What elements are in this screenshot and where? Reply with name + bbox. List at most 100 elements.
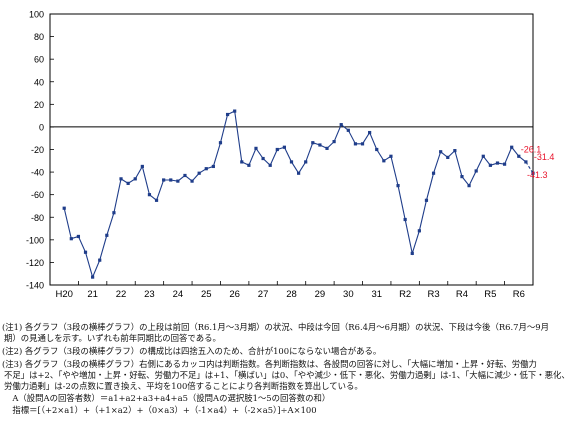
data-point (495, 161, 500, 165)
data-point (197, 171, 201, 175)
data-point (318, 143, 322, 147)
note-1-line-2: 期）の見通しを示す。いずれも前年同期比の回答である。 (4, 333, 221, 343)
y-tick-label: -20 (31, 145, 44, 155)
data-point (460, 175, 464, 179)
data-point (417, 229, 421, 233)
data-point (140, 164, 144, 169)
data-point (83, 250, 88, 254)
x-tick-label: R6 (513, 289, 525, 300)
data-point (261, 156, 265, 161)
data-label: -31.4 (534, 152, 555, 162)
data-label: -26.1 (521, 144, 542, 154)
x-tick-label: H20 (55, 289, 72, 300)
y-tick-label: -80 (31, 213, 44, 223)
data-point (240, 160, 244, 164)
y-tick-label: 60 (34, 55, 44, 65)
data-point (169, 178, 173, 182)
data-point (204, 167, 208, 171)
data-point (332, 139, 336, 144)
data-point (389, 154, 393, 158)
data-point (325, 146, 329, 150)
x-tick-label: 21 (87, 289, 98, 300)
data-point (254, 146, 258, 150)
y-tick-label: 100 (29, 10, 44, 20)
data-point (62, 206, 66, 210)
data-point (353, 142, 358, 146)
data-point (510, 145, 514, 149)
data-point (502, 162, 507, 166)
x-tick-label: 24 (173, 289, 184, 300)
x-tick-label: 27 (258, 289, 269, 300)
data-point (105, 233, 109, 237)
y-tick-label: 40 (34, 77, 44, 87)
data-point (218, 141, 223, 145)
note-3-line-1: (注3) 各グラフ（3段の横棒グラフ）右側にあるカッコ内は判断指数。各判断指数は… (2, 359, 537, 369)
plot-frame (49, 13, 534, 286)
data-point (311, 141, 315, 145)
data-point (76, 234, 81, 239)
x-tick-label: R2 (399, 289, 411, 300)
data-point (375, 147, 379, 152)
data-point (162, 178, 166, 182)
x-tick-label: 29 (315, 289, 326, 300)
data-point (112, 211, 116, 215)
data-point (368, 130, 372, 135)
data-point (403, 217, 407, 222)
note-2: (注2) 各グラフ（3段の横棒グラフ）の構成比は四捨五入のため、合計が100にな… (2, 346, 382, 356)
data-point (339, 123, 343, 127)
y-tick-label: 0 (39, 122, 44, 132)
x-axis-ticks: H20 21 22 23 24 25 26 27 28 29 30 31 R2 R3 R4 R5 R6 (55, 281, 525, 300)
formula-index: 指標＝[（+2×a1）+（+1×a2）+（0×a3）+（-1×a4）+（-2×a… (4, 405, 317, 415)
data-label: -41.3 (527, 170, 548, 180)
series-points (62, 109, 535, 279)
data-point (183, 173, 187, 178)
x-tick-label: 22 (116, 289, 127, 300)
note-3-line-3: 労働力過剰」は-2の点数に置き換え、平均を100倍することにより各判断指数を算出… (4, 381, 363, 391)
note-1-line-1: (注1) 各グラフ（3段の横棒グラフ）の上段は前回（R6.1月～3月期）の状況、… (2, 322, 549, 332)
y-tick-label: -100 (26, 235, 44, 245)
x-tick-label: 28 (286, 289, 297, 300)
data-point (119, 177, 123, 181)
x-tick-label: 30 (343, 289, 354, 300)
data-point (91, 275, 95, 279)
data-point (396, 184, 400, 188)
data-point (190, 179, 194, 183)
y-tick-label: 20 (34, 100, 44, 110)
data-point (176, 179, 180, 183)
data-point (289, 160, 294, 164)
data-point (474, 169, 478, 173)
data-point (275, 147, 279, 152)
data-point (211, 164, 215, 169)
data-point (410, 251, 414, 255)
forecast-line (525, 161, 534, 174)
x-tick-label: 26 (229, 289, 240, 300)
series-lines (63, 110, 534, 279)
y-tick-label: -140 (26, 281, 44, 291)
y-tick-label: -120 (26, 258, 44, 268)
index-line (63, 110, 527, 279)
y-tick-label: 80 (34, 32, 44, 42)
data-point (439, 150, 443, 154)
data-point (282, 145, 286, 149)
note-3-line-2: 不足」は+2、「やや増加・上昇・好転、労働力不足」は+1、「横ばい」は0、「やや… (4, 370, 567, 380)
data-point (517, 154, 521, 158)
data-point (133, 177, 137, 181)
x-tick-label: 23 (144, 289, 155, 300)
data-point (453, 149, 457, 153)
line-chart: 100 80 60 40 20 0 -20 -40 -60 -80 -100 -120 -140 H20… (26, 10, 555, 301)
x-tick-label: R3 (427, 289, 439, 300)
forecast-point (531, 171, 535, 175)
data-annotations: -26.1-31.4 -41.3 (521, 144, 555, 180)
data-point (467, 184, 471, 188)
data-point (346, 128, 350, 132)
data-point (154, 198, 159, 202)
data-point (524, 160, 528, 164)
data-point (247, 163, 251, 167)
data-point (446, 155, 450, 160)
data-point (98, 258, 102, 262)
data-point (69, 237, 73, 241)
data-point (488, 163, 492, 167)
y-axis-ticks: 100 80 60 40 20 0 -20 -40 -60 -80 -100 -120 -140 (26, 10, 54, 291)
y-tick-label: -40 (31, 168, 44, 178)
formula-a: A（設問Aの回答者数）＝a1+a2+a3+a4+a5（設問Aの選択肢1～5の回答… (4, 393, 331, 403)
